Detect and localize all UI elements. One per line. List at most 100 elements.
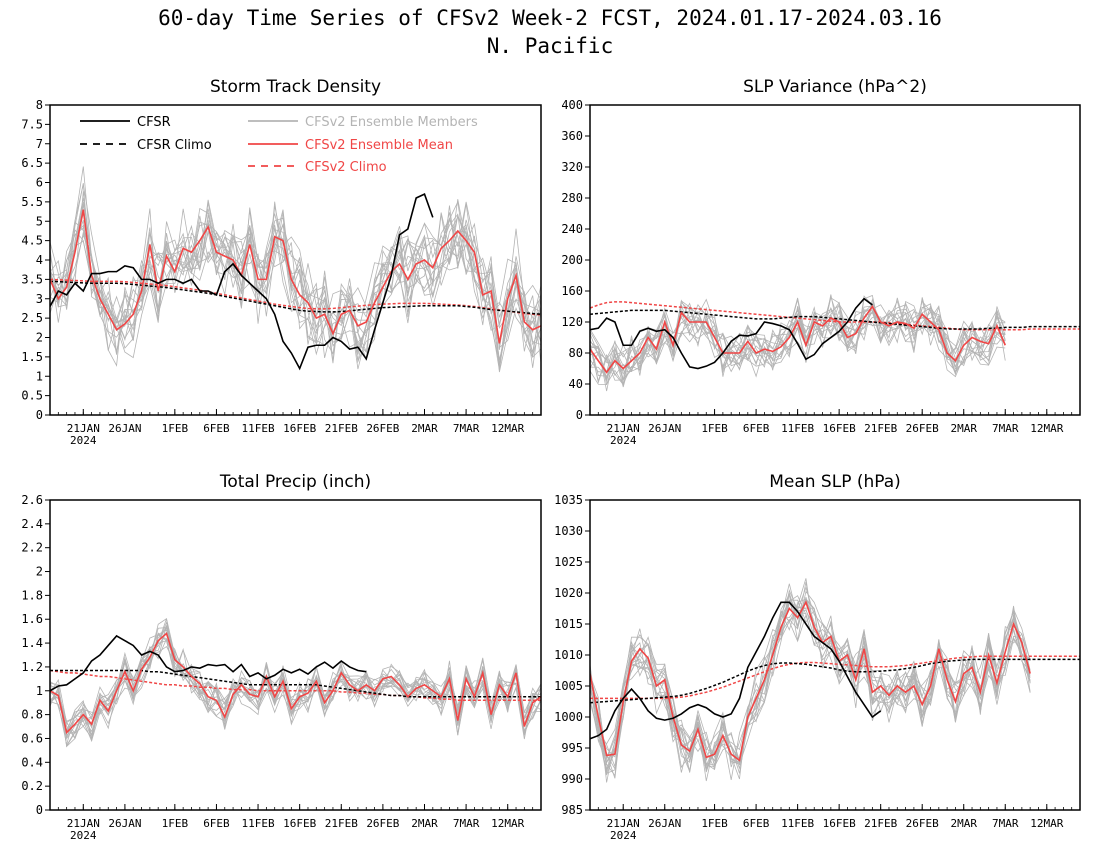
- series-line-cfsr: [590, 601, 882, 740]
- y-tick-label: 0.5: [21, 389, 43, 403]
- x-tick-label: 11FEB: [241, 817, 274, 830]
- y-tick-label: 1035: [554, 493, 583, 507]
- plot-area: [50, 166, 541, 373]
- y-tick-label: 7: [36, 137, 43, 151]
- x-tick-label: 6FEB: [743, 817, 770, 830]
- y-tick-label: 1.8: [21, 588, 43, 602]
- y-tick-label: 1: [36, 369, 43, 383]
- y-tick-label: 6.5: [21, 156, 43, 170]
- series-line-cfsv2-climo: [590, 655, 1080, 700]
- x-tick-label: 12MAR: [491, 817, 524, 830]
- y-tick-label: 280: [561, 191, 583, 205]
- x-tick-label: 7MAR: [992, 817, 1019, 830]
- x-tick-label: 7MAR: [992, 422, 1019, 435]
- y-tick-label: 990: [561, 772, 583, 786]
- y-tick-label: 1025: [554, 555, 583, 569]
- plot-frame: [589, 104, 1081, 416]
- ensemble-member-line: [50, 184, 541, 359]
- y-tick-label: 4.5: [21, 234, 43, 248]
- ensemble-member-line: [590, 590, 1031, 774]
- y-tick-label: 1.6: [21, 612, 43, 626]
- legend-label: CFSv2 Ensemble Mean: [305, 138, 453, 153]
- legend: CFSR CFSR Climo CFSv2 Ensemble Members CFSv…: [80, 115, 478, 175]
- x-tick-label: 12MAR: [491, 422, 524, 435]
- x-tick-sublabel: 2024: [610, 829, 637, 842]
- x-tick-label: 6FEB: [203, 422, 230, 435]
- y-tick-label: 1020: [554, 586, 583, 600]
- y-tick-label: 360: [561, 129, 583, 143]
- x-tick-label: 1FEB: [701, 422, 728, 435]
- x-tick-label: 2MAR: [950, 817, 977, 830]
- y-tick-label: 40: [569, 377, 583, 391]
- x-tick-label: 1FEB: [162, 422, 189, 435]
- legend-label: CFSv2 Climo: [305, 160, 387, 175]
- plot-frame: [589, 499, 1081, 811]
- x-tick-label: 21FEB: [864, 422, 897, 435]
- x-tick-label: 21JAN: [67, 817, 100, 830]
- x-tick-label: 12MAR: [1030, 422, 1063, 435]
- ensemble-member-line: [590, 600, 1031, 759]
- legend-label: CFSv2 Ensemble Members: [305, 115, 478, 130]
- ensemble-member-line: [50, 632, 541, 740]
- x-tick-label: 21JAN: [607, 817, 640, 830]
- y-tick-label: 5.5: [21, 195, 43, 209]
- figure-main-title: 60-day Time Series of CFSv2 Week-2 FCST,…: [158, 6, 942, 30]
- y-tick-label: 1: [36, 684, 43, 698]
- y-tick-label: 320: [561, 160, 583, 174]
- y-tick-label: 240: [561, 222, 583, 236]
- legend-label: CFSR: [137, 115, 171, 130]
- y-tick-label: 2.2: [21, 541, 43, 555]
- y-tick-label: 1015: [554, 617, 583, 631]
- y-tick-label: 5: [36, 214, 43, 228]
- ensemble-member-line: [590, 300, 1006, 369]
- figure-title: 60-day Time Series of CFSv2 Week-2 FCST,…: [0, 4, 1100, 60]
- x-tick-label: 1FEB: [162, 817, 189, 830]
- x-tick-label: 16FEB: [823, 817, 856, 830]
- series-line-cfsr-climo: [590, 658, 1080, 704]
- x-tick-sublabel: 2024: [70, 434, 97, 447]
- y-tick-label: 160: [561, 284, 583, 298]
- ensemble-member-line: [50, 631, 541, 734]
- ensemble-member-line: [590, 299, 1006, 384]
- y-tick-label: 1000: [554, 710, 583, 724]
- x-tick-label: 11FEB: [781, 817, 814, 830]
- y-tick-label: 2.4: [21, 517, 43, 531]
- y-tick-label: 0: [36, 408, 43, 422]
- plot-area: [590, 294, 1080, 392]
- x-tick-label: 6FEB: [203, 817, 230, 830]
- x-tick-label: 26JAN: [108, 817, 141, 830]
- x-tick-label: 26JAN: [648, 422, 681, 435]
- chart-panel-1: Storm Track Density 0 0.5 1 1.5 2 2.5 3 3.5 4 4.5 5…: [21, 77, 542, 447]
- x-tick-label: 26JAN: [108, 422, 141, 435]
- x-tick-label: 21FEB: [325, 817, 358, 830]
- y-tick-label: 0.6: [21, 731, 43, 745]
- y-tick-label: 1030: [554, 524, 583, 538]
- series-line-cfsr-climo: [50, 280, 541, 315]
- x-tick-label: 11FEB: [781, 422, 814, 435]
- x-tick-label: 2MAR: [411, 817, 438, 830]
- series-line-cfsv2-ensemble-mean: [590, 304, 1006, 374]
- x-tick-label: 21FEB: [325, 422, 358, 435]
- plot-frame: [49, 104, 542, 416]
- y-tick-label: 1.5: [21, 350, 43, 364]
- y-tick-label: 0: [36, 803, 43, 817]
- y-tick-label: 4: [36, 253, 43, 267]
- y-tick-label: 3: [36, 292, 43, 306]
- ensemble-member-line: [50, 621, 541, 732]
- panel-title: Mean SLP (hPa): [769, 472, 901, 492]
- x-tick-label: 2MAR: [950, 422, 977, 435]
- y-tick-label: 200: [561, 253, 583, 267]
- x-tick-label: 26FEB: [906, 422, 939, 435]
- y-tick-label: 8: [36, 98, 43, 112]
- y-tick-label: 80: [569, 346, 583, 360]
- y-tick-label: 985: [561, 803, 583, 817]
- ensemble-member-line: [590, 298, 1006, 388]
- ensemble-member-line: [50, 624, 541, 747]
- chart-panel-4: Mean SLP (hPa) 985 990 995 1000 1005 1010 1015 1…: [554, 472, 1081, 842]
- y-tick-label: 120: [561, 315, 583, 329]
- ensemble-member-line: [590, 602, 1031, 772]
- legend-label: CFSR Climo: [137, 138, 212, 153]
- series-line-cfsv2-climo: [50, 669, 541, 702]
- series-line-cfsv2-ensemble-mean: [50, 632, 541, 735]
